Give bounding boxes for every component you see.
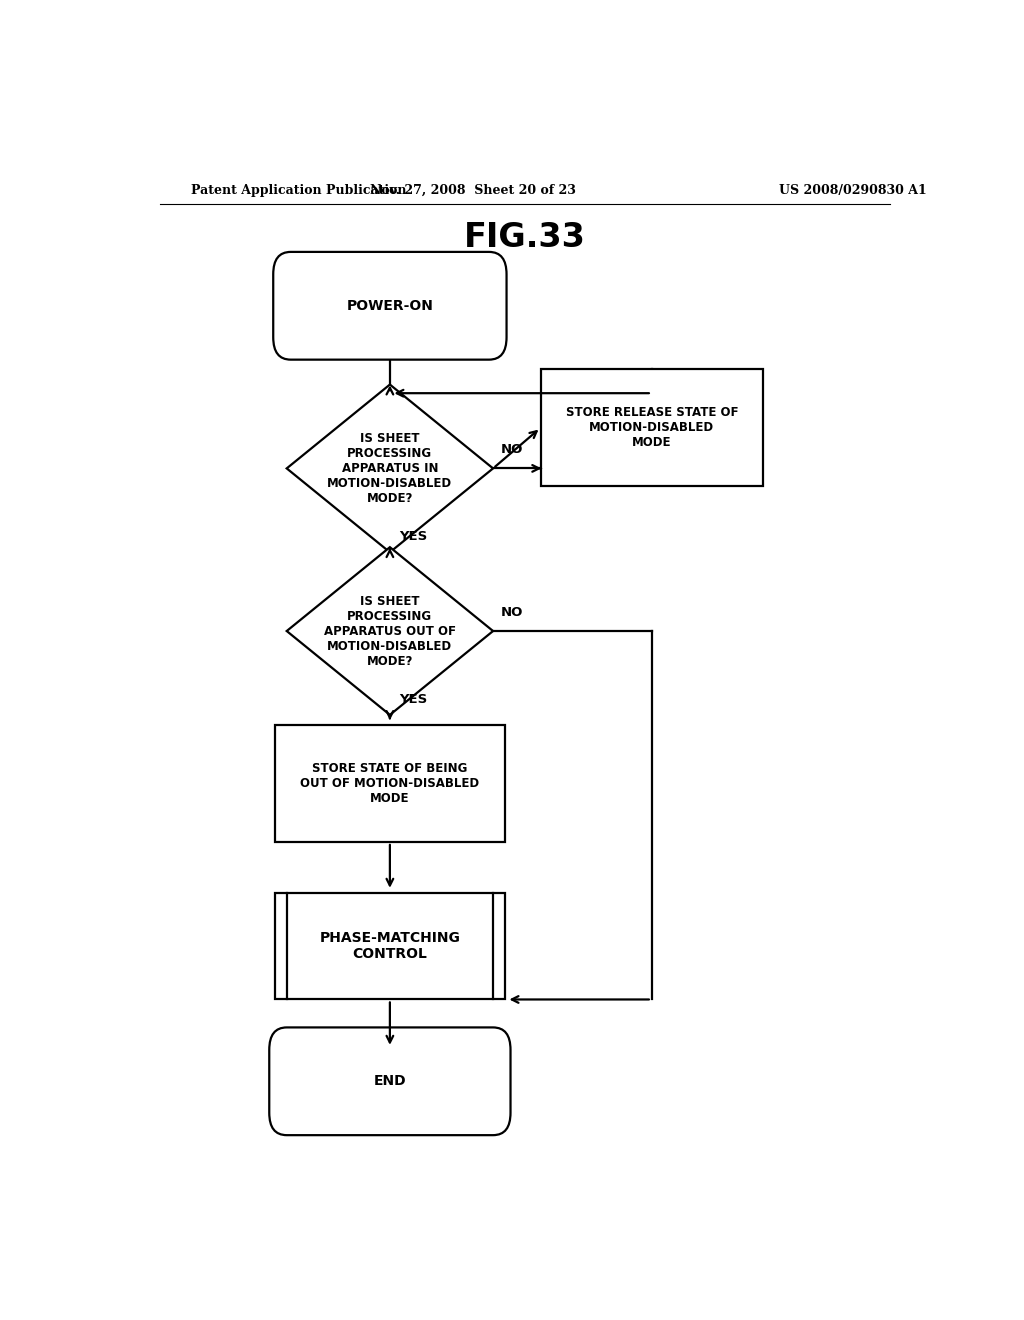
Text: IS SHEET
PROCESSING
APPARATUS OUT OF
MOTION-DISABLED
MODE?: IS SHEET PROCESSING APPARATUS OUT OF MOT… xyxy=(324,594,456,668)
Text: YES: YES xyxy=(399,529,428,543)
Text: Patent Application Publication: Patent Application Publication xyxy=(191,183,407,197)
Text: IS SHEET
PROCESSING
APPARATUS IN
MOTION-DISABLED
MODE?: IS SHEET PROCESSING APPARATUS IN MOTION-… xyxy=(328,432,453,506)
FancyBboxPatch shape xyxy=(269,1027,511,1135)
Text: Nov. 27, 2008  Sheet 20 of 23: Nov. 27, 2008 Sheet 20 of 23 xyxy=(371,183,577,197)
Text: END: END xyxy=(374,1074,407,1088)
Text: NO: NO xyxy=(501,444,523,457)
Text: PHASE-MATCHING
CONTROL: PHASE-MATCHING CONTROL xyxy=(319,931,461,961)
Text: POWER-ON: POWER-ON xyxy=(346,298,433,313)
Text: FIG.33: FIG.33 xyxy=(464,222,586,255)
Bar xyxy=(541,370,763,486)
Text: STORE STATE OF BEING
OUT OF MOTION-DISABLED
MODE: STORE STATE OF BEING OUT OF MOTION-DISAB… xyxy=(300,762,479,805)
Polygon shape xyxy=(287,384,494,552)
Bar xyxy=(274,892,505,999)
Polygon shape xyxy=(287,548,494,715)
FancyBboxPatch shape xyxy=(273,252,507,359)
Text: US 2008/0290830 A1: US 2008/0290830 A1 xyxy=(778,183,927,197)
Text: YES: YES xyxy=(399,693,428,705)
Bar xyxy=(274,725,505,842)
Text: NO: NO xyxy=(501,606,523,619)
Text: STORE RELEASE STATE OF
MOTION-DISABLED
MODE: STORE RELEASE STATE OF MOTION-DISABLED M… xyxy=(565,407,738,449)
